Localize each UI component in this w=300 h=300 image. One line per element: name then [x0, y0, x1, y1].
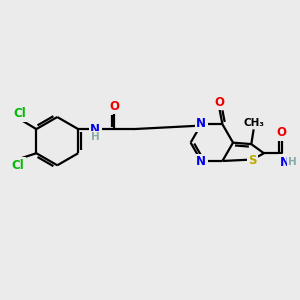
Text: Cl: Cl — [11, 158, 24, 172]
Text: Cl: Cl — [14, 107, 26, 120]
Text: N: N — [90, 123, 100, 136]
Text: H: H — [288, 157, 297, 166]
Text: H: H — [91, 132, 100, 142]
Text: N: N — [196, 117, 206, 130]
Text: N: N — [196, 155, 206, 168]
Text: O: O — [110, 100, 119, 113]
Text: O: O — [277, 126, 286, 139]
Text: CH₃: CH₃ — [244, 118, 265, 128]
Text: O: O — [214, 96, 224, 109]
Text: S: S — [248, 154, 257, 166]
Text: N: N — [280, 156, 290, 169]
